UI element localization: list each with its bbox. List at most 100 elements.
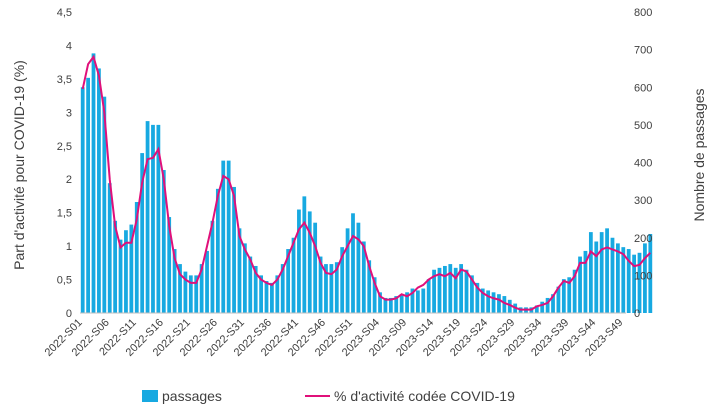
passages-bar	[102, 96, 107, 313]
passages-bar	[345, 228, 350, 313]
passages-bar	[437, 267, 442, 313]
passages-bar	[502, 296, 507, 313]
passages-bar	[194, 275, 199, 314]
passages-bar	[340, 247, 345, 313]
passages-bar	[626, 249, 631, 313]
passages-bar	[361, 241, 366, 313]
right-tick-label: 700	[634, 45, 652, 57]
passages-bar	[556, 286, 561, 313]
covid-activity-line	[81, 54, 652, 311]
passages-bar	[237, 228, 242, 313]
passages-bar	[378, 292, 382, 313]
passages-bar	[491, 292, 496, 313]
passages-bar	[253, 265, 258, 313]
passages-bar	[648, 233, 653, 313]
covid-line-layer	[81, 54, 652, 311]
passages-bar	[410, 288, 415, 313]
legend-passages-label: passages	[162, 388, 222, 404]
passages-bar	[313, 222, 318, 313]
left-axis-ticks: 0 0,5 1 1,5 2 2,5 3 3,5 4 4,5	[57, 7, 72, 320]
passages-bar	[264, 281, 269, 313]
passages-bar	[140, 153, 145, 313]
passages-bar	[286, 249, 291, 313]
passages-bar	[583, 250, 588, 313]
passages-bar	[178, 264, 182, 313]
passages-bar	[432, 269, 436, 313]
passages-bar	[226, 160, 231, 313]
passages-bar	[91, 53, 96, 313]
right-tick-label: 800	[634, 7, 652, 19]
right-tick-label: 600	[634, 82, 652, 94]
passages-bar	[443, 265, 447, 313]
passages-bar	[610, 237, 615, 313]
passages-bar	[470, 275, 474, 314]
passages-bar	[124, 230, 128, 313]
right-tick-label: 200	[634, 233, 652, 245]
passages-bar	[302, 196, 307, 313]
passages-bar	[475, 282, 480, 313]
left-tick-label: 0	[66, 308, 72, 320]
passages-bar	[540, 301, 545, 313]
passages-bar	[280, 264, 285, 313]
passages-bar	[259, 275, 263, 314]
legend-covid-label: % d'activité codée COVID-19	[334, 388, 515, 404]
passages-bar	[399, 294, 404, 313]
passages-bar	[459, 264, 464, 313]
right-tick-label: 0	[634, 308, 640, 320]
passages-bar	[161, 170, 166, 313]
passages-bar	[367, 260, 372, 313]
passages-bar	[464, 269, 469, 313]
right-tick-label: 400	[634, 158, 652, 170]
passages-bar	[156, 124, 161, 314]
passages-bar	[129, 224, 134, 313]
passages-bar	[199, 264, 204, 313]
passages-bar	[405, 292, 409, 313]
passages-bar	[421, 288, 426, 313]
passages-bar	[388, 297, 393, 313]
passages-bar	[448, 264, 453, 313]
passages-bar	[215, 188, 220, 313]
passages-bar	[151, 124, 155, 314]
left-tick-label: 3	[66, 107, 72, 119]
passages-bar	[567, 277, 572, 313]
passages-bar	[351, 213, 355, 313]
passages-bar	[242, 243, 247, 313]
passages-bar	[183, 271, 188, 313]
passages-bar	[572, 269, 577, 313]
left-tick-label: 0,5	[57, 275, 72, 287]
passages-bar	[232, 186, 236, 313]
passages-bar	[297, 209, 301, 313]
passages-bar	[86, 77, 90, 313]
passages-bar	[145, 121, 150, 313]
x-axis-ticks: 2022-S012022-S062022-S112022-S162022-S21…	[43, 317, 626, 359]
passages-bar	[210, 220, 215, 313]
right-tick-label: 500	[634, 120, 652, 132]
left-tick-label: 3,5	[57, 74, 72, 86]
passages-bar	[545, 297, 550, 313]
left-tick-label: 4,5	[57, 7, 72, 19]
passages-bar	[561, 279, 566, 313]
passages-bar	[324, 264, 328, 313]
right-tick-label: 100	[634, 270, 652, 282]
passages-bar	[107, 183, 112, 313]
passages-bar	[188, 275, 193, 314]
passages-bar	[415, 290, 420, 313]
passages-bar	[372, 277, 377, 313]
passages-bar	[480, 288, 485, 313]
passages-bars	[80, 53, 653, 314]
passages-bar	[643, 243, 647, 313]
passages-bar	[291, 237, 296, 313]
passages-bar	[616, 243, 620, 313]
passages-bar	[632, 254, 636, 313]
passages-bar	[394, 296, 399, 313]
passages-bar	[97, 68, 101, 313]
legend-passages-swatch	[142, 390, 158, 402]
passages-bar	[605, 228, 609, 313]
passages-bar	[497, 294, 501, 313]
right-axis-title: Nombre de passages	[691, 88, 707, 221]
passages-bar	[594, 241, 599, 313]
passages-bar	[134, 202, 139, 313]
passages-bar	[270, 282, 274, 313]
passages-bar	[621, 247, 626, 313]
